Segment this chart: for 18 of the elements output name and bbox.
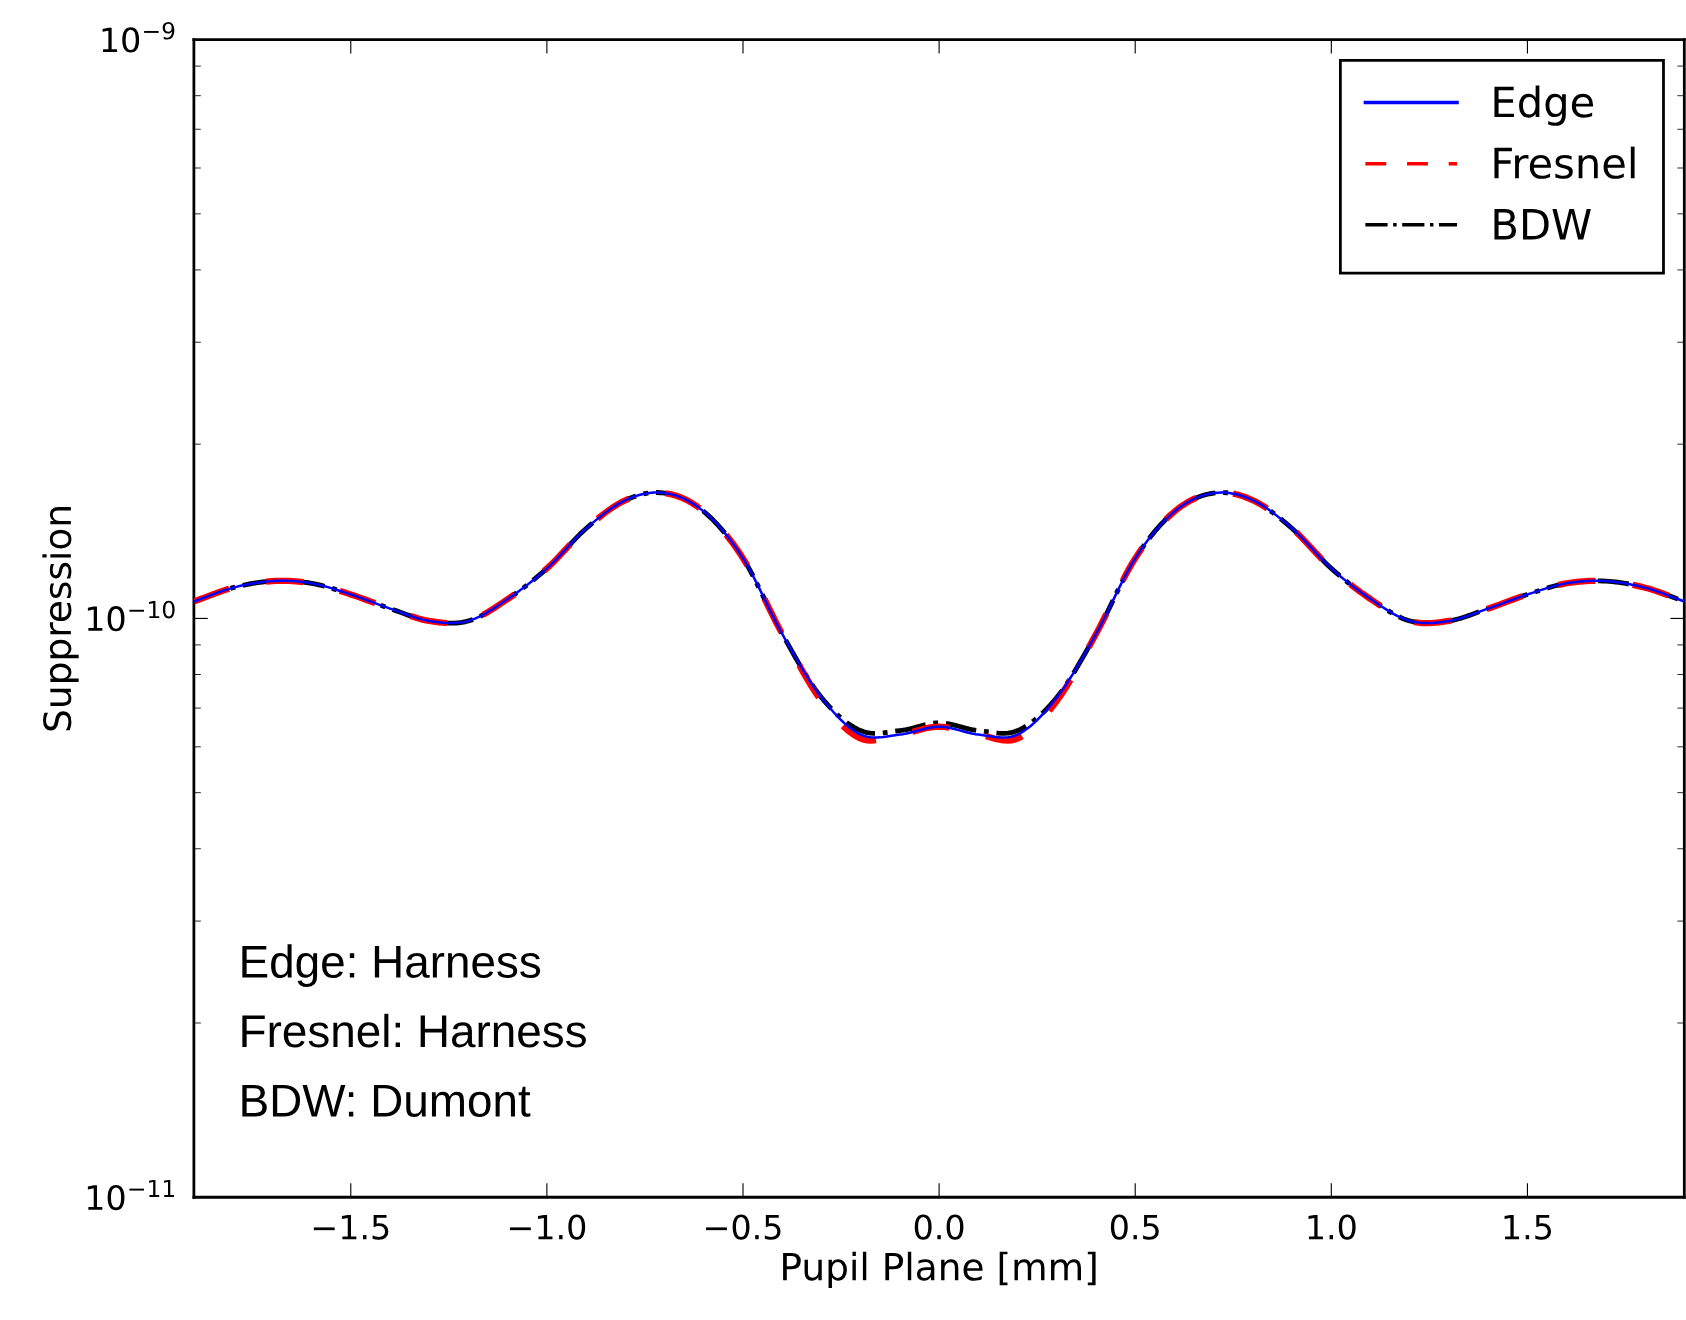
- x-tick-label: 0.5: [1110, 1214, 1159, 1240]
- legend-label: Fresnel: [1494, 146, 1635, 179]
- y-tick-label: 10$^{−11}$: [87, 1179, 175, 1211]
- y-axis-title: Suppression: [42, 507, 79, 731]
- x-tick-label: 0.0: [914, 1214, 964, 1240]
- legend-label: Edge: [1494, 85, 1594, 126]
- y-tick-label: 10$^{−9}$: [102, 21, 175, 53]
- x-tick-label: −0.5: [706, 1214, 781, 1240]
- annotation: Edge: Harness: [242, 944, 541, 988]
- x-tick-label: 1.5: [1504, 1214, 1552, 1240]
- annotation: BDW: Dumont: [242, 1084, 531, 1117]
- x-tick-label: −1.5: [313, 1214, 389, 1240]
- legend-label: BDW: [1494, 209, 1591, 240]
- x-tick-label: 1.0: [1308, 1214, 1356, 1240]
- annotation: Fresnel: Harness: [242, 1013, 586, 1048]
- y-tick-label: 10$^{−10}$: [87, 600, 175, 632]
- x-tick-label: −1.0: [509, 1214, 586, 1240]
- x-axis-title: Pupil Plane [mm]: [783, 1251, 1096, 1289]
